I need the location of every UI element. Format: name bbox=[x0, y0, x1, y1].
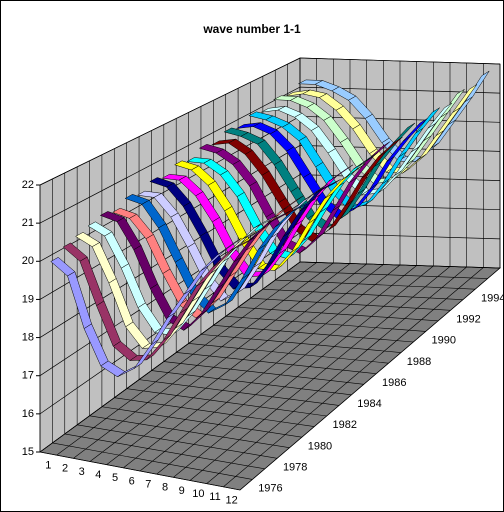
ribbon-segment bbox=[266, 210, 292, 224]
floor-grid-line bbox=[106, 263, 367, 465]
floor-grid-line bbox=[52, 442, 253, 480]
x-tick-label: 1 bbox=[45, 459, 51, 471]
floor-grid-line bbox=[262, 288, 463, 301]
floor-grid-line bbox=[56, 262, 317, 456]
y-tick-label: 15 bbox=[22, 446, 34, 458]
y-tick-label: 21 bbox=[22, 217, 34, 229]
x-tick-label: 6 bbox=[129, 475, 135, 487]
grid-line bbox=[39, 145, 501, 300]
floor-grid-line bbox=[250, 297, 451, 311]
x-tick-label: 12 bbox=[226, 494, 238, 506]
ribbon-segment bbox=[229, 237, 255, 252]
x-tick-label: 3 bbox=[79, 466, 85, 478]
z-tick-label: 1986 bbox=[382, 377, 406, 389]
x-tick-label: 2 bbox=[62, 463, 68, 475]
y-tick-label: 17 bbox=[22, 370, 34, 382]
ribbon-segment bbox=[328, 164, 354, 182]
x-tick-label: 11 bbox=[209, 491, 220, 503]
ribbon-segment bbox=[291, 198, 317, 212]
floor-grid-line bbox=[213, 325, 414, 343]
floor-grid-line bbox=[206, 266, 467, 484]
z-tick-label: 1992 bbox=[456, 313, 480, 325]
floor-grid-line bbox=[189, 266, 451, 481]
floor-grid-line bbox=[163, 361, 364, 385]
z-tick-label: 1978 bbox=[283, 461, 307, 473]
x-tick-label: 5 bbox=[112, 472, 118, 484]
ribbon-segment bbox=[378, 136, 403, 157]
floor-grid-line bbox=[188, 343, 389, 364]
z-tick-label: 1988 bbox=[407, 356, 431, 368]
floor-grid-line bbox=[200, 334, 401, 353]
z-tick-label: 1976 bbox=[258, 483, 282, 495]
floor-grid-line bbox=[139, 264, 401, 472]
z-tick-label: 1990 bbox=[432, 335, 456, 347]
y-tick-label: 22 bbox=[22, 179, 34, 191]
ribbon-segment bbox=[254, 214, 279, 228]
grid-line bbox=[39, 57, 501, 186]
y-tick-label: 19 bbox=[22, 293, 34, 305]
floor-grid-line bbox=[238, 306, 439, 322]
floor-grid-line bbox=[114, 397, 315, 427]
ribbon-segment bbox=[303, 183, 329, 201]
z-tick-label: 1982 bbox=[332, 419, 356, 431]
floor-grid-line bbox=[123, 264, 384, 469]
z-tick-label: 1994 bbox=[481, 292, 504, 304]
ribbon-segment bbox=[452, 84, 478, 113]
floor-grid-line bbox=[139, 379, 340, 406]
floor-grid-line bbox=[126, 388, 327, 417]
floor-grid-line bbox=[176, 352, 377, 375]
ribbon-segment bbox=[316, 179, 341, 193]
ribbon-segment bbox=[353, 152, 378, 170]
x-tick-label: 9 bbox=[179, 485, 185, 497]
grid-line bbox=[39, 261, 501, 453]
x-tick-label: 4 bbox=[95, 469, 101, 481]
floor-grid-line bbox=[73, 262, 334, 459]
z-tick-label: 1984 bbox=[357, 398, 381, 410]
ribbon-segment bbox=[427, 102, 453, 129]
x-tick-label: 7 bbox=[145, 478, 151, 490]
floor-grid-line bbox=[275, 279, 476, 290]
ribbon-segment bbox=[279, 195, 304, 213]
ribbon-segment bbox=[217, 237, 242, 256]
ribbon-segment bbox=[464, 70, 490, 102]
floor-grid-line bbox=[89, 415, 290, 449]
floor-grid-line bbox=[64, 433, 265, 470]
y-tick-label: 18 bbox=[22, 331, 34, 343]
floor-grid-line bbox=[156, 265, 417, 475]
grid-line bbox=[39, 86, 501, 224]
floor-grid-line bbox=[39, 451, 241, 491]
floor-grid-line bbox=[223, 267, 484, 488]
floor-grid-line bbox=[101, 406, 302, 438]
floor-grid-line bbox=[151, 370, 352, 396]
floor-grid-line bbox=[89, 263, 351, 462]
floor-grid-line bbox=[77, 424, 278, 459]
z-tick-label: 1980 bbox=[308, 440, 332, 452]
ribbon-segment bbox=[242, 226, 267, 240]
ribbon-segment bbox=[341, 163, 366, 181]
x-tick-label: 8 bbox=[162, 482, 168, 494]
floor-grid-line bbox=[173, 265, 434, 478]
floor-grid-line bbox=[225, 315, 426, 332]
ribbon-segment bbox=[403, 118, 428, 142]
y-tick-label: 20 bbox=[22, 255, 34, 267]
chart-title: wave number 1-1 bbox=[202, 22, 301, 36]
floor-grid-line bbox=[239, 267, 501, 491]
y-tick-label: 16 bbox=[22, 408, 34, 420]
floor-grid-line bbox=[287, 270, 488, 279]
grid-line bbox=[39, 174, 501, 338]
x-tick-label: 10 bbox=[192, 488, 204, 500]
